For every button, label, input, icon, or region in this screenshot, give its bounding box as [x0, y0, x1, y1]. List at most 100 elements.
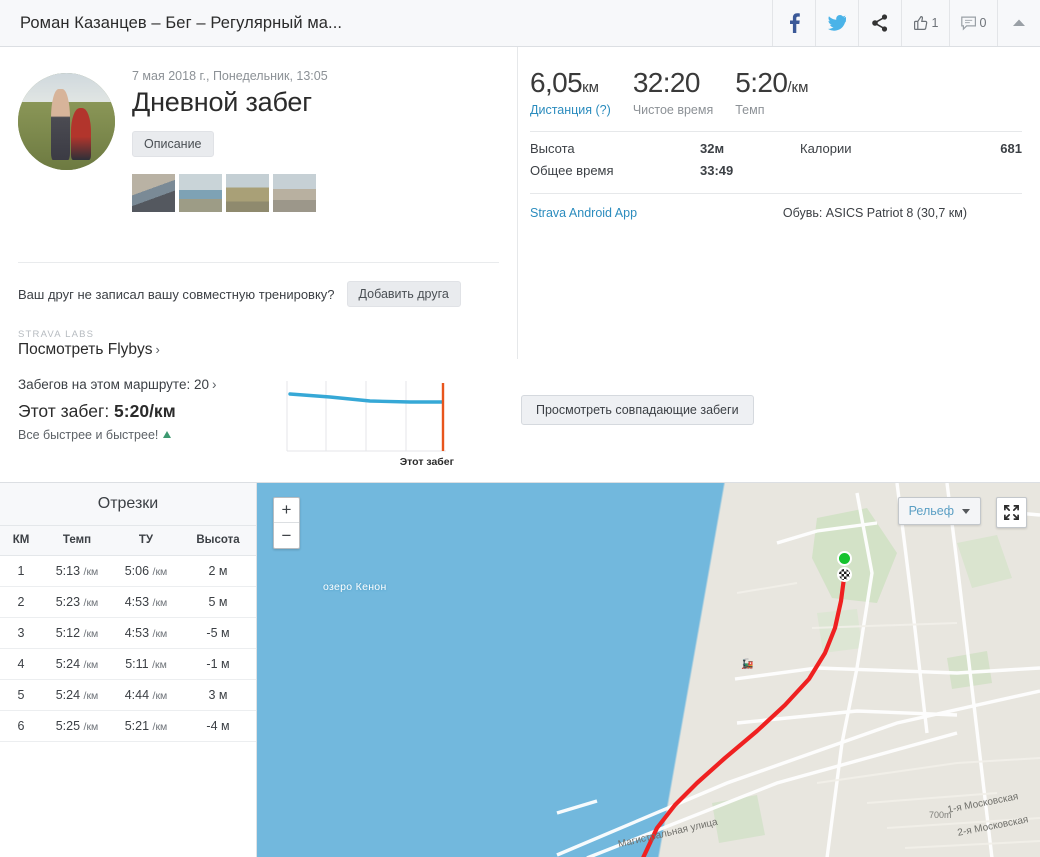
split-pace-unit: /км [83, 721, 99, 733]
terrain-selector[interactable]: Рельеф [897, 497, 981, 525]
matched-runs-chart: Этот забег [286, 381, 458, 468]
split-gap-unit: /км [152, 566, 168, 578]
split-pace: 5:24 /км [42, 679, 112, 711]
map-vector-layer [556, 483, 1040, 857]
split-gap-unit: /км [152, 659, 167, 671]
table-row[interactable]: 5 5:24 /км 4:44 /км 3 м [0, 679, 256, 711]
device-source-link[interactable]: Strava Android App [530, 206, 638, 220]
trend-text: Все быстрее и быстрее! [18, 428, 286, 442]
fullscreen-button[interactable] [996, 497, 1027, 528]
this-run-value: 5:20/км [114, 401, 176, 422]
lake-label: озеро Кенон [323, 581, 387, 593]
splits-header-row: КМ Темп ТУ Высота [0, 526, 256, 556]
activity-title: Дневной забег [132, 87, 312, 117]
chart-marker-caption: Этот забег [399, 456, 454, 469]
split-elevation: -1 м [180, 648, 256, 680]
start-marker[interactable] [837, 551, 852, 566]
add-friend-prompt: Ваш друг не записал вашу совместную трен… [18, 286, 335, 302]
map-scale-label: 700m [929, 810, 952, 820]
page-title: Роман Казанцев – Бег – Регулярный ма... [20, 13, 343, 32]
trend-label: Все быстрее и быстрее! [18, 428, 159, 443]
column-header-gap[interactable]: ТУ [112, 526, 180, 556]
flybys-link[interactable]: Посмотреть Flybys › [18, 341, 499, 359]
add-friend-row: Ваш друг не записал вашу совместную трен… [18, 262, 499, 308]
avatar[interactable] [18, 73, 115, 170]
comment-button[interactable]: 0 [949, 0, 997, 46]
empty-cell [800, 163, 962, 178]
description-button[interactable]: Описание [132, 131, 214, 158]
secondary-stats: Высота 32м Калории 681 Общее время 33:49 [530, 131, 1022, 178]
zoom-out-button[interactable]: − [281, 525, 292, 545]
column-header-elevation[interactable]: Высота [180, 526, 256, 556]
finish-marker[interactable] [837, 567, 852, 582]
split-gap: 4:44 /км [112, 679, 180, 711]
device-and-gear-row: Strava Android App Обувь: ASICS Patriot … [530, 193, 1022, 220]
calories-value: 681 [1000, 141, 1022, 156]
add-friend-button[interactable]: Добавить друга [346, 281, 461, 308]
split-elevation: -4 м [180, 710, 256, 742]
trend-up-icon [163, 431, 172, 439]
table-row[interactable]: 1 5:13 /км 5:06 /км 2 м [0, 555, 256, 587]
twitter-share-button[interactable] [815, 0, 858, 46]
photo-thumbnail[interactable] [226, 174, 269, 213]
split-km: 4 [0, 648, 42, 680]
facebook-share-button[interactable] [772, 0, 815, 46]
twitter-icon [828, 15, 846, 31]
split-gap-unit: /км [152, 597, 168, 609]
split-pace: 5:25 /км [42, 710, 112, 742]
strava-labs-section: STRAVA LABS Посмотреть Flybys › [18, 329, 499, 359]
activity-date: 7 мая 2018 г., Понедельник, 13:05 [132, 69, 328, 83]
elevation-label: Высота [530, 141, 575, 156]
table-row[interactable]: 6 5:25 /км 5:21 /км -4 м [0, 710, 256, 742]
activity-map[interactable]: озеро Кенон Магистральная улица 1-я Моск… [257, 483, 1040, 857]
kudos-button[interactable]: 1 [901, 0, 949, 46]
split-elevation: -5 м [180, 617, 256, 649]
splits-title: Отрезки [0, 483, 256, 526]
primary-stats: 6,05км Дистанция (?) 32:20 Чистое время … [530, 69, 1022, 131]
matched-runs-count[interactable]: Забегов на этом маршруте: 20 › [18, 377, 286, 392]
chevron-up-icon [1013, 19, 1025, 26]
split-gap: 5:11 /км [112, 648, 180, 680]
moving-time-label: Чистое время [632, 103, 714, 117]
split-gap-unit: /км [152, 721, 168, 733]
zoom-in-button[interactable]: + [274, 498, 299, 523]
activity-summary-panel: 7 мая 2018 г., Понедельник, 13:05 Дневно… [0, 47, 1040, 492]
split-pace-unit: /км [83, 628, 99, 640]
matched-runs-count-label: Забегов на этом маршруте: 20 [18, 377, 209, 393]
distance-unit: км [582, 79, 599, 96]
split-gap: 5:06 /км [112, 555, 180, 587]
table-row[interactable]: 3 5:12 /км 4:53 /км -5 м [0, 617, 256, 649]
comment-count: 0 [979, 16, 987, 30]
matched-runs-text: Забегов на этом маршруте: 20 › Этот забег… [18, 377, 286, 442]
table-row[interactable]: 2 5:23 /км 4:53 /км 5 м [0, 586, 256, 618]
thumbs-up-icon [913, 15, 927, 30]
stat-moving-time: 32:20 Чистое время [632, 69, 714, 118]
elapsed-time-label: Общее время [530, 163, 614, 178]
view-matched-runs-button[interactable]: Просмотреть совпадающие забеги [521, 395, 754, 426]
chevron-down-icon [962, 508, 970, 514]
split-pace: 5:13 /км [42, 555, 112, 587]
share-button[interactable] [858, 0, 901, 46]
split-gap: 4:53 /км [112, 586, 180, 618]
distance-label[interactable]: Дистанция (?) [530, 103, 611, 117]
column-header-pace[interactable]: Темп [42, 526, 112, 556]
split-gap: 5:21 /км [112, 710, 180, 742]
collapse-button[interactable] [997, 0, 1040, 46]
photo-thumbnail[interactable] [179, 174, 222, 213]
matched-runs-section: Забегов на этом маршруте: 20 › Этот забег… [0, 359, 1040, 490]
photo-thumbnail[interactable] [132, 174, 175, 213]
activity-stats-column: 6,05км Дистанция (?) 32:20 Чистое время … [518, 47, 1040, 359]
table-row[interactable]: 4 5:24 /км 5:11 /км -1 м [0, 648, 256, 680]
this-run-pace: Этот забег: 5:20/км [18, 401, 286, 422]
stat-distance: 6,05км Дистанция (?) [530, 69, 611, 118]
split-pace-unit: /км [83, 566, 99, 578]
split-km: 6 [0, 710, 42, 742]
column-header-km[interactable]: КМ [0, 526, 42, 556]
photo-thumbnail[interactable] [273, 174, 316, 213]
pace-trend-sparkline [286, 381, 446, 452]
map-zoom-controls: + − [273, 497, 300, 549]
split-gap-unit: /км [152, 628, 168, 640]
kudos-count: 1 [931, 16, 939, 30]
this-run-prefix: Этот забег: [18, 401, 115, 422]
